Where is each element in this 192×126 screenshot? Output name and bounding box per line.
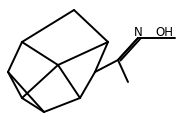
Text: OH: OH [155,26,173,39]
Text: N: N [134,26,142,39]
